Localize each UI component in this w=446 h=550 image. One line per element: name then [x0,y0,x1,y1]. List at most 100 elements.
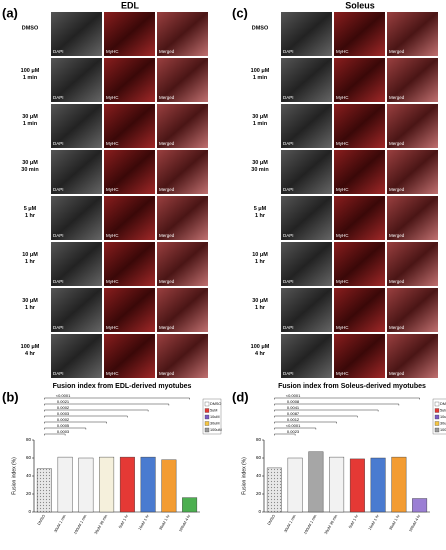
row-label: 5 μM [254,206,267,212]
row-label: 10 μM [22,252,38,258]
y-tick-label: 40 [26,473,32,478]
channel-label: DAPI [283,187,294,192]
panel-label: (a) [2,5,18,20]
channel-label: MyHC [106,279,119,284]
channel-label: DAPI [53,95,64,100]
row-label: 5 μM [24,206,37,212]
p-value: 0.0005 [57,423,70,428]
row-label: 30 μM [252,114,268,120]
comparison-bracket [274,427,317,430]
micrograph [387,58,438,102]
comparison-bracket [44,427,87,430]
channel-label: MyHC [106,49,119,54]
micrograph [51,196,102,240]
channel-label: MyHC [336,49,349,54]
channel-label: DAPI [53,325,64,330]
micrograph [51,334,102,378]
row-label: 4 hr [255,351,266,357]
panel-label: (d) [232,389,249,404]
p-value: 0.0012 [287,417,300,422]
micrograph [157,58,208,102]
legend-swatch [434,427,440,433]
legend-label: 5uM [440,409,446,413]
row-label: 100 μM [21,68,40,74]
micrograph [281,12,332,56]
x-tick-label: 30uM 1 hr [389,513,401,530]
channel-label: DAPI [53,49,64,54]
comparison-bracket [274,409,379,412]
legend-swatch [204,427,210,433]
panel-label: (c) [232,5,248,20]
channel-label: MyHC [336,187,349,192]
y-axis-label: Fusion index (%) [11,457,17,495]
p-value: <0.0001 [56,393,71,398]
micrograph [334,334,385,378]
bar [36,468,52,513]
comparison-bracket [44,433,66,436]
channel-label: Merged [389,371,405,376]
bar [349,458,365,513]
legend-label: 30uM [210,422,220,426]
row-label: 1 min [23,121,38,127]
comparison-bracket [44,421,107,424]
y-tick-label: 0 [258,509,261,514]
channel-label: MyHC [106,371,119,376]
channel-label: Merged [159,279,175,284]
channel-label: MyHC [336,95,349,100]
row-label: DMSO [252,25,269,31]
micrograph [104,150,155,194]
channel-label: Merged [159,95,175,100]
micrograph [387,288,438,332]
legend-swatch [204,414,210,420]
comparison-bracket [44,397,190,400]
legend-swatch [434,408,440,413]
micrograph [157,242,208,286]
row-label: 10 μM [252,252,268,258]
comparison-bracket [274,433,296,436]
row-label: 1 hr [25,213,36,219]
bar [161,459,177,513]
x-tick-label: 5uM 1 hr [348,513,359,529]
x-tick-label: 100uM 4 hr [408,513,421,532]
p-value: 0.0003 [57,429,70,434]
micrograph [51,288,102,332]
x-tick-label: DMSO [267,514,276,526]
row-label: 100 μM [21,344,40,350]
legend-swatch [204,401,210,407]
micrograph [51,150,102,194]
comparison-bracket [44,415,128,418]
micrograph [387,12,438,56]
channel-label: DAPI [283,141,294,146]
micrograph [104,242,155,286]
channel-label: Merged [159,141,175,146]
legend-label: 10uM [210,415,220,419]
micrograph [51,12,102,56]
y-tick-label: 20 [256,491,262,496]
x-tick-label: 10uM 1 hr [138,513,150,530]
micrograph [334,196,385,240]
row-label: 100 μM [251,344,270,350]
p-value: 0.0003 [57,411,70,416]
bar [78,457,94,513]
bar [412,498,428,513]
legend-swatch [434,414,440,420]
y-tick-label: 60 [256,455,262,460]
bar [266,467,282,513]
channel-label: Merged [389,325,405,330]
row-label: 1 min [253,75,268,81]
legend-label: 100uM [440,428,446,432]
channel-label: MyHC [106,95,119,100]
channel-label: DAPI [283,49,294,54]
channel-label: DAPI [53,187,64,192]
channel-label: DAPI [53,371,64,376]
micrograph [104,288,155,332]
micrograph [104,12,155,56]
legend-swatch [434,401,440,407]
row-label: 4 hr [25,351,36,357]
micrograph [334,242,385,286]
channel-label: Merged [159,187,175,192]
channel-label: MyHC [106,233,119,238]
row-label: 1 hr [255,213,266,219]
micrograph [157,104,208,148]
